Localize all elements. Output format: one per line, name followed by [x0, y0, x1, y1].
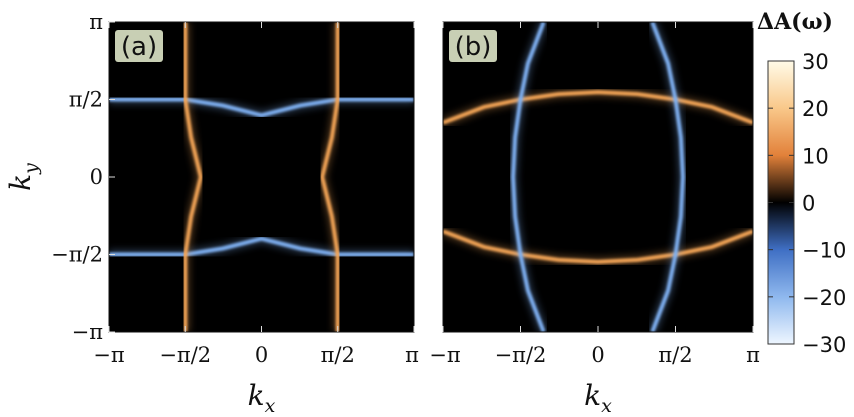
colorbar-tick-label: −20 [802, 286, 846, 310]
colorbar-tick-label: 20 [802, 97, 829, 121]
curves [443, 22, 753, 332]
colorbar-tick-label: 0 [802, 192, 815, 216]
x-tick-label: π/2 [658, 343, 692, 367]
blue-curve-2 [511, 22, 546, 332]
x-tick-label: −π/2 [159, 343, 211, 367]
y-tick-label: −π/2 [51, 243, 103, 267]
blue-curve-3 [650, 22, 685, 332]
x-tick-label: π [746, 343, 760, 367]
plot-background [109, 22, 414, 332]
panel-a: (a) −π −π/2 0 π/2 π π π/2 0 −π/2 −π kx ky [4, 10, 419, 417]
x-axis-label: kx [248, 379, 276, 417]
orange-curve-3 [320, 22, 340, 332]
y-tick-label: π/2 [69, 88, 103, 112]
panel-tag-box [115, 30, 163, 62]
y-tick-label: 0 [90, 165, 103, 189]
x-axis-label: kx [584, 379, 612, 417]
curves [109, 22, 414, 332]
x-tick-label: −π [429, 343, 461, 367]
colorbar: 30 20 10 0 −10 −20 −30 ΔA(ω) [757, 9, 846, 357]
x-tick-label: π [405, 343, 419, 367]
colorbar-tick-label: −10 [802, 239, 846, 263]
orange-curve-1 [443, 229, 753, 264]
colorbar-tick-label: 10 [802, 144, 829, 168]
orange-curve-2 [183, 22, 203, 332]
x-tick-label: −π/2 [495, 343, 547, 367]
x-tick-label: 0 [591, 343, 604, 367]
y-tick-label: −π [72, 320, 104, 344]
panel-b: (b) −π −π/2 0 π/2 π kx [429, 21, 760, 417]
colorbar-title: ΔA(ω) [757, 9, 833, 35]
panel-tag: (b) [449, 30, 497, 62]
panel-tag-box [449, 30, 497, 62]
panel-tag-text: (b) [455, 32, 492, 62]
x-tick-label: 0 [255, 343, 268, 367]
panel-tag-text: (a) [121, 32, 157, 62]
y-axis-label: ky [4, 163, 42, 191]
plot-background [443, 22, 753, 332]
colorbar-tick-label: −30 [802, 333, 846, 357]
panels: (a) −π −π/2 0 π/2 π π π/2 0 −π/2 −π kx ky (b) −π −π/2 0 π… [4, 10, 760, 417]
orange-curve-0 [443, 90, 753, 125]
x-tick-label: −π [93, 343, 125, 367]
y-tick-label: π [89, 10, 103, 34]
colorbar-tick-label: 30 [802, 50, 829, 74]
x-tick-label: π/2 [321, 343, 355, 367]
panel-tag: (a) [115, 30, 163, 62]
